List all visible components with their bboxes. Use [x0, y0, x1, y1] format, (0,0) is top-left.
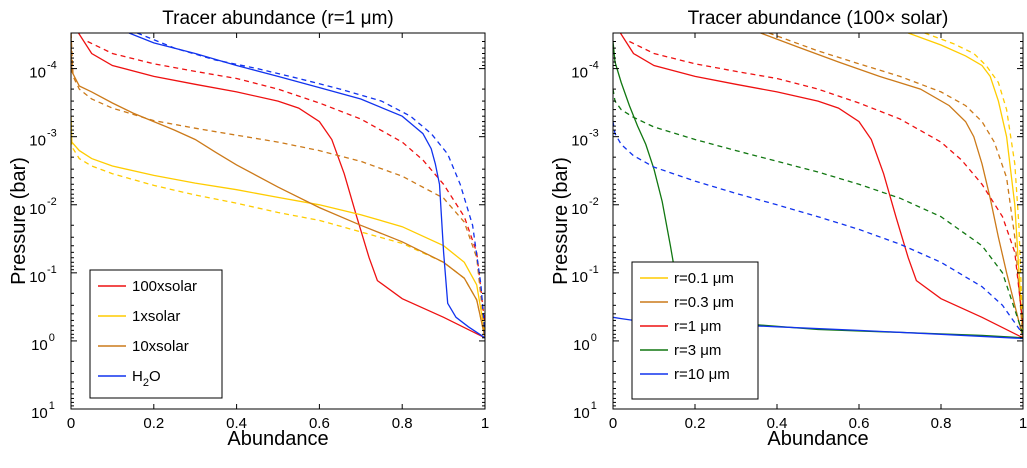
- series-line-2-dashed: [924, 33, 1023, 338]
- y-axis-label: Pressure (bar): [8, 157, 30, 285]
- series-line-1: [907, 33, 1023, 338]
- series-line-4-dashed: [768, 33, 1023, 338]
- legend: 100xsolar 1xsolar 10xsolar H2O: [89, 269, 223, 399]
- x-tick-label: 0.6: [309, 415, 330, 432]
- x-axis-label: Abundance: [227, 428, 328, 450]
- legend-label: r=1 μm: [674, 318, 721, 335]
- y-tick-label: 10-2: [29, 196, 56, 218]
- x-tick-label: 0.2: [143, 415, 164, 432]
- series-line-8-dashed: [136, 33, 485, 335]
- series-line-5: [71, 33, 485, 338]
- y-tick-label: 10-1: [29, 264, 56, 286]
- chart-title: Tracer abundance (r=1 μm): [162, 8, 393, 29]
- y-axis-label: Pressure (bar): [550, 157, 572, 285]
- y-tick-label: 10-3: [571, 128, 598, 150]
- series-line-10-dashed: [613, 121, 1023, 335]
- legend-label: 1xsolar: [132, 308, 180, 325]
- legend-label: 100xsolar: [132, 278, 197, 295]
- y-tick-label: 101: [31, 400, 55, 422]
- x-tick-label: 0.2: [685, 415, 706, 432]
- legend-box: [631, 261, 759, 400]
- legend-label: r=0.1 μm: [674, 270, 734, 287]
- series-line-5: [619, 33, 1023, 339]
- x-tick-label: 0.4: [767, 415, 788, 432]
- series-line-6-dashed: [629, 40, 1023, 326]
- y-tick-label: 100: [31, 332, 55, 354]
- y-tick-label: 10-3: [29, 128, 56, 150]
- x-tick-label: 0: [67, 415, 75, 432]
- y-tick-label: 10-2: [571, 196, 598, 218]
- chart-panel-2: 0 0.2 0.4 0.6 0.8 1 10-4 10-3 10-2 10-1 100 101 Trac…: [550, 8, 1027, 450]
- chart-panel-1: 0 0.2 0.4 0.6 0.8 1 10-4 10-3 10-2 10-1 100 101 Trac…: [8, 8, 489, 450]
- y-tick-label: 10-4: [571, 60, 598, 82]
- axes-box: [612, 32, 1024, 410]
- x-tick-label: 0.8: [392, 415, 413, 432]
- series-line-2-dashed: [87, 40, 485, 326]
- x-axis-label: Abundance: [767, 428, 868, 450]
- plot-area: [613, 33, 1023, 340]
- y-tick-label: 101: [573, 400, 597, 422]
- y-tick-label: 10-4: [29, 60, 56, 82]
- x-tick-label: 1: [481, 415, 489, 432]
- legend-label: r=10 μm: [674, 366, 730, 383]
- legend-label: r=3 μm: [674, 342, 721, 359]
- series-line-3: [71, 116, 485, 335]
- legend: r=0.1 μm r=0.3 μm r=1 μm r=3 μm r=10 μm: [631, 261, 759, 400]
- legend-label: H2O: [132, 368, 161, 389]
- plot-area: [71, 33, 485, 339]
- series-line-3: [760, 33, 1023, 338]
- x-tick-label: 0.4: [226, 415, 247, 432]
- legend-label: 10xsolar: [132, 338, 189, 355]
- x-tick-label: 0: [609, 415, 617, 432]
- chart-title: Tracer abundance (100× solar): [688, 8, 949, 29]
- legend-label: r=0.3 μm: [674, 294, 734, 311]
- x-tick-label: 0.6: [849, 415, 870, 432]
- series-line-1: [77, 33, 485, 339]
- series-line-6-dashed: [71, 33, 485, 335]
- y-tick-label: 10-1: [571, 264, 598, 286]
- y-tick-label: 100: [573, 332, 597, 354]
- x-tick-label: 0.8: [931, 415, 952, 432]
- axes-box: [70, 32, 486, 410]
- series-line-8-dashed: [613, 88, 1023, 335]
- x-tick-label: 1: [1019, 415, 1027, 432]
